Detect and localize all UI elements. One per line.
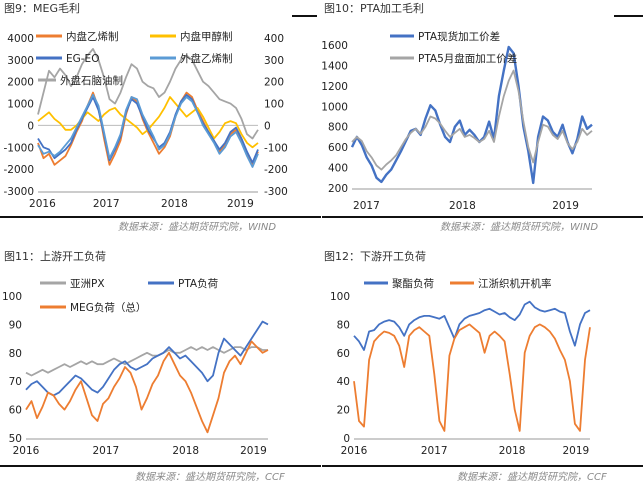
y-tick-label: 40 (337, 376, 350, 388)
chart-title: 图11：上游开工负荷 (4, 250, 106, 263)
y-tick-label-right: 300 (264, 55, 284, 67)
x-tick-label: 2018 (449, 200, 476, 212)
upstream-load-chart: 50 60 70 80 90 100 2016 2017 2018 2019 亚洲PX PTA负荷 ME… (2, 277, 269, 457)
bottom-rule (0, 465, 321, 467)
y-tick-label: -3000 (3, 186, 34, 198)
series-line (37, 48, 259, 140)
y-tick-label: 20 (337, 405, 350, 417)
y-tick-label: 1600 (322, 40, 348, 52)
series-line (25, 320, 269, 397)
series-line (353, 323, 591, 432)
x-tick-label: 2019 (227, 198, 254, 210)
downstream-load-chart: 0 20 40 60 80 100 2016 2017 2018 2019 聚酯负荷 江浙织机开机率 (330, 277, 591, 457)
x-tick-label: 2019 (562, 445, 589, 457)
y-tick-label: 800 (328, 122, 348, 134)
legend-label: PTA现货加工价差 (418, 30, 500, 43)
series-line (37, 93, 259, 164)
y-tick-label-right: 0 (264, 120, 271, 132)
bottom-rule (0, 216, 321, 218)
x-tick-label: 2019 (552, 200, 579, 212)
legend-label: 外盘石脑油制 (60, 74, 123, 87)
legend-label: 内盘甲醇制 (180, 30, 233, 43)
y-tick-label: 70 (9, 376, 22, 388)
x-tick-label: 2016 (13, 445, 40, 457)
y-tick-label: 1200 (322, 81, 348, 93)
chart-source: 数据来源：盛达期货研究院，CCF (135, 472, 285, 483)
y-tick-label: 1000 (7, 99, 34, 111)
y-tick-label: 4000 (7, 33, 34, 45)
y-tick-label: 80 (9, 348, 22, 360)
x-tick-label: 2017 (353, 200, 380, 212)
chart-panel-upstream-load: 图11：上游开工负荷 50 60 70 80 90 100 2016 2017 2018 2019… (0, 248, 321, 483)
y-tick-label-right: 100 (264, 99, 284, 111)
x-tick-label: 2016 (29, 198, 56, 210)
y-tick-label: 100 (330, 291, 350, 303)
chart-panel-downstream-load: 图12：下游开工负荷 0 20 40 60 80 100 2016 2017 2018 2019 聚… (322, 248, 643, 483)
y-tick-label: 60 (9, 405, 22, 417)
y-tick-label: 90 (9, 319, 22, 331)
y-tick-label-right: 200 (264, 77, 284, 89)
y-tick-label: 80 (337, 319, 350, 331)
chart-title: 图10：PTA加工毛利 (324, 2, 425, 15)
bottom-rule (322, 216, 643, 218)
series-line (353, 300, 591, 351)
y-tick-label: 3000 (7, 55, 34, 67)
series-line (25, 340, 269, 434)
legend-label: 聚酯负荷 (392, 277, 434, 290)
x-tick-label: 2017 (93, 198, 120, 210)
y-tick-label: 400 (328, 163, 348, 175)
y-tick-label: 0 (343, 433, 350, 445)
y-tick-label: 100 (2, 291, 22, 303)
y-tick-label-right: -300 (264, 186, 288, 198)
series-line (351, 69, 593, 171)
y-tick-label-right: -100 (264, 142, 288, 154)
y-tick-label: 1400 (322, 60, 348, 72)
legend-label: 外盘乙烯制 (180, 52, 233, 65)
x-tick-label: 2018 (499, 445, 526, 457)
legend-label: PTA5月盘面加工价差 (418, 52, 517, 65)
y-tick-label: 50 (9, 433, 22, 445)
legend-label: 江浙织机开机率 (478, 277, 552, 290)
chart-panel-pta-margin: 图10：PTA加工毛利 200 400 600 800 1000 1200 1400 1600… (322, 0, 643, 233)
chart-source: 数据来源：盛达期货研究院，WIND (440, 222, 599, 233)
legend-label: 亚洲PX (70, 278, 105, 290)
legend-label: 内盘乙烯制 (66, 30, 119, 43)
series-line (350, 45, 593, 185)
legend-label: PTA负荷 (178, 277, 218, 290)
title-rule (614, 15, 643, 17)
y-tick-label: 0 (27, 120, 34, 132)
y-tick-label-right: -200 (264, 164, 288, 176)
x-tick-label: 2017 (421, 445, 448, 457)
y-tick-label: -2000 (3, 164, 34, 176)
x-tick-label: 2019 (240, 445, 267, 457)
x-tick-label: 2018 (172, 445, 199, 457)
y-tick-label: 60 (337, 348, 350, 360)
chart-title: 图9：MEG毛利 (4, 2, 80, 15)
chart-panel-meg-margin: 图9：MEG毛利 -3000 -2000 -1000 0 1000 2000 3000 400… (0, 0, 321, 233)
bottom-rule (322, 465, 643, 467)
y-tick-label: 2000 (7, 77, 34, 89)
y-tick-label: -1000 (3, 142, 34, 154)
y-tick-label: 1000 (322, 101, 348, 113)
y-tick-label-right: 400 (264, 33, 284, 45)
series-line (37, 93, 259, 168)
legend-label: MEG负荷（总） (70, 301, 146, 314)
title-rule (292, 15, 317, 17)
series-line (25, 346, 268, 377)
y-tick-label: 200 (328, 183, 348, 195)
x-tick-label: 2018 (161, 198, 188, 210)
chart-source: 数据来源：盛达期货研究院，WIND (118, 222, 277, 233)
chart-title: 图12：下游开工负荷 (324, 250, 426, 263)
x-tick-label: 2016 (341, 445, 368, 457)
pta-margin-chart: 200 400 600 800 1000 1200 1400 1600 2017 2018 2019… (322, 30, 593, 212)
legend-label: EG-EO (66, 53, 99, 65)
chart-source: 数据来源：盛达期货研究院，CCF (457, 472, 607, 483)
meg-margin-chart: -3000-2000-100001000200030004000-300-200… (3, 30, 288, 210)
y-tick-label: 600 (328, 142, 348, 154)
x-tick-label: 2017 (92, 445, 119, 457)
